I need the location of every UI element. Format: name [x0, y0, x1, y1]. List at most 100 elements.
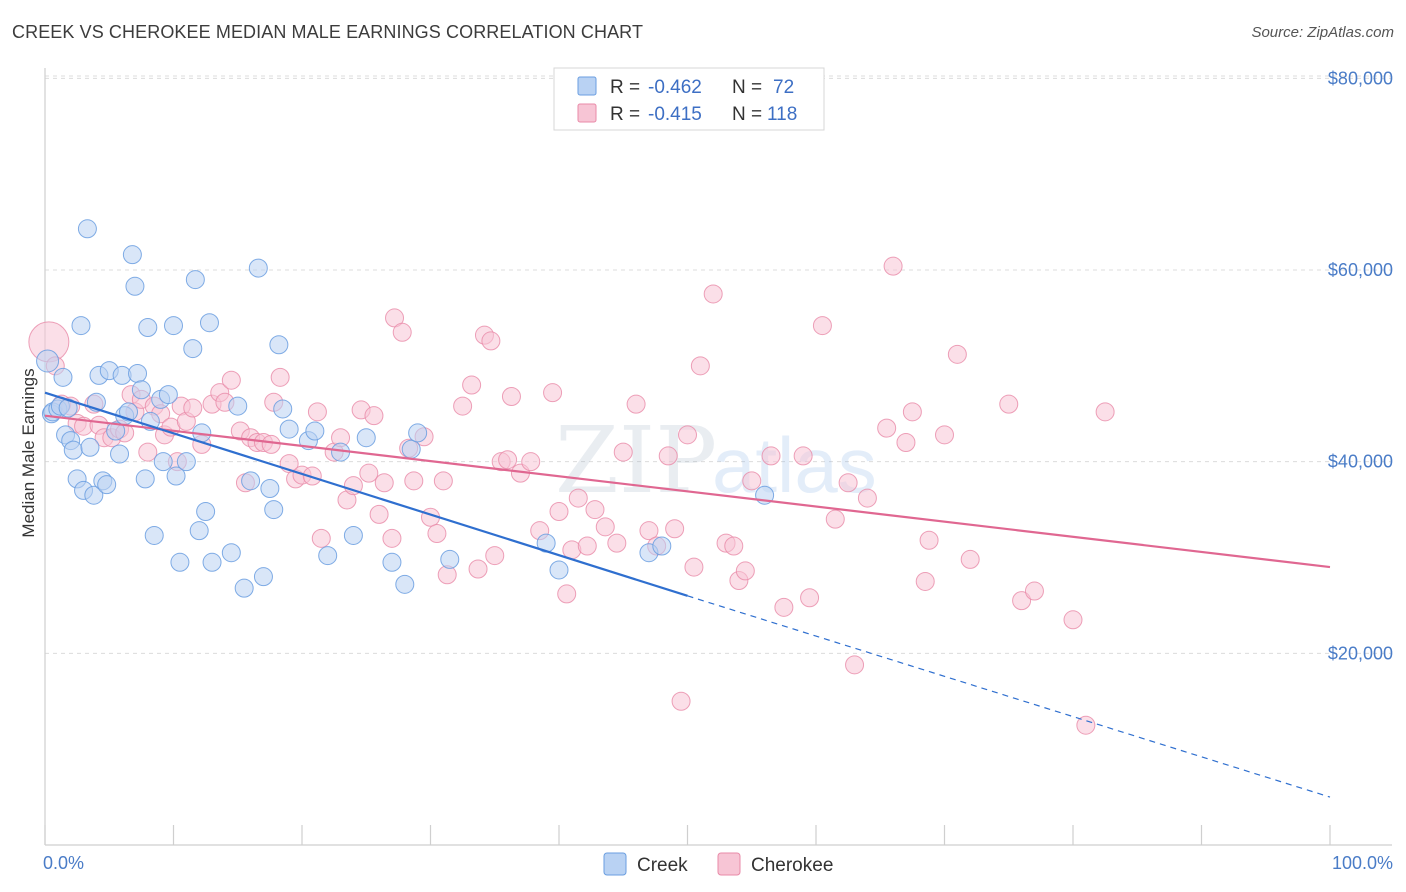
cherokee-point — [838, 473, 858, 493]
cherokee-point — [915, 571, 935, 591]
bottom-legend-label-cherokee: Cherokee — [751, 855, 833, 876]
cherokee-point — [1076, 715, 1096, 735]
creek-point — [164, 316, 183, 336]
creek-point — [170, 552, 190, 572]
cherokee-point — [671, 691, 691, 711]
watermark-atlas: atlas — [712, 421, 877, 509]
legend-box — [553, 67, 825, 131]
creek-point — [80, 437, 100, 457]
cherokee-point — [359, 463, 379, 483]
cherokee-point — [382, 528, 402, 548]
cherokee-point — [427, 524, 447, 544]
cherokee-point — [935, 425, 954, 445]
cherokee-point — [270, 367, 290, 387]
creek-point — [176, 452, 196, 472]
chart-source: Source: ZipAtlas.com — [1251, 24, 1394, 41]
cherokee-point — [364, 406, 384, 426]
creek-point — [71, 316, 91, 336]
cherokee-point — [453, 396, 473, 416]
creek-point — [185, 270, 205, 290]
cherokee-trend-line — [44, 414, 1331, 569]
cherokee-point — [665, 519, 685, 539]
trend-lines — [44, 391, 1331, 798]
creek-point — [36, 349, 60, 373]
creek-point — [549, 560, 569, 580]
cherokee-point — [404, 471, 424, 491]
cherokee-point — [960, 549, 980, 569]
cherokee-point — [658, 446, 678, 466]
x-tick-label-min: 0.0% — [43, 853, 84, 873]
cherokee-point — [501, 387, 521, 406]
y-tick-label: $60,000 — [1328, 260, 1393, 280]
legend-r-label-creek: R = — [610, 77, 640, 98]
cherokee-point — [896, 433, 916, 452]
cherokee-point — [613, 442, 633, 462]
cherokee-point — [857, 488, 877, 508]
bottom-legend-swatch-creek — [603, 852, 627, 876]
axes: $20,000 $40,000 $60,000 $80,000 0.0% 100.0% — [43, 68, 1393, 873]
cherokee-point — [761, 446, 781, 466]
cherokee-point — [1095, 402, 1115, 422]
creek-point — [128, 364, 148, 383]
creek-point — [269, 335, 289, 355]
cherokee-point — [485, 546, 505, 566]
cherokee-point — [311, 528, 331, 548]
cherokee-point — [812, 316, 832, 336]
cherokee-point — [947, 344, 967, 364]
creek-trend-line — [44, 391, 688, 597]
creek-point — [273, 399, 293, 419]
creek-point — [63, 440, 83, 460]
creek-point — [110, 444, 130, 464]
legend-r-value-cherokee: -0.415 — [648, 104, 702, 125]
cherokee-point — [684, 557, 704, 577]
cherokee-point — [595, 517, 615, 537]
cherokee-point — [607, 533, 627, 553]
creek-point — [234, 578, 254, 598]
creek-point — [202, 552, 222, 572]
creek-point — [221, 543, 241, 563]
creek-point — [138, 318, 158, 337]
cherokee-point — [577, 536, 597, 556]
creek-point — [652, 536, 672, 556]
cherokee-point — [521, 452, 541, 472]
bottom-legend-swatch-cherokee — [717, 852, 741, 876]
cherokee-point — [703, 284, 723, 304]
creek-point — [166, 466, 186, 486]
creek-points — [36, 219, 775, 598]
creek-point — [135, 469, 155, 489]
creek-point — [264, 500, 284, 520]
creek-point — [153, 452, 173, 472]
creek-point — [119, 402, 139, 422]
watermark: ZIP atlas — [555, 407, 877, 514]
bottom-legend-label-creek: Creek — [637, 855, 688, 876]
cherokee-point — [307, 402, 327, 422]
cherokee-point — [462, 375, 482, 395]
creek-point — [140, 411, 160, 431]
cherokee-point — [392, 322, 412, 342]
cherokee-point — [369, 504, 389, 524]
creek-point — [53, 367, 73, 387]
cherokee-point — [568, 488, 588, 508]
creek-point — [77, 219, 97, 239]
creek-point — [440, 549, 460, 569]
cherokee-point — [221, 370, 241, 390]
cherokee-point — [877, 418, 897, 438]
cherokee-point — [343, 476, 363, 496]
creek-point — [228, 396, 248, 416]
cherokee-point — [999, 394, 1019, 414]
cherokee-point — [374, 473, 394, 493]
y-tick-label: $20,000 — [1328, 643, 1393, 663]
cherokee-point — [261, 434, 281, 454]
cherokee-point — [1012, 591, 1032, 611]
cherokee-point — [735, 561, 755, 581]
creek-point — [84, 485, 104, 505]
creek-point — [279, 419, 299, 439]
creek-point — [343, 525, 363, 545]
legend-r-value-creek: -0.462 — [648, 77, 702, 98]
creek-point — [318, 546, 338, 566]
cherokee-point — [549, 502, 569, 521]
cherokee-point — [183, 398, 203, 418]
y-tick-label: $40,000 — [1328, 452, 1393, 472]
creek-point — [196, 502, 216, 521]
creek-point — [97, 475, 117, 495]
